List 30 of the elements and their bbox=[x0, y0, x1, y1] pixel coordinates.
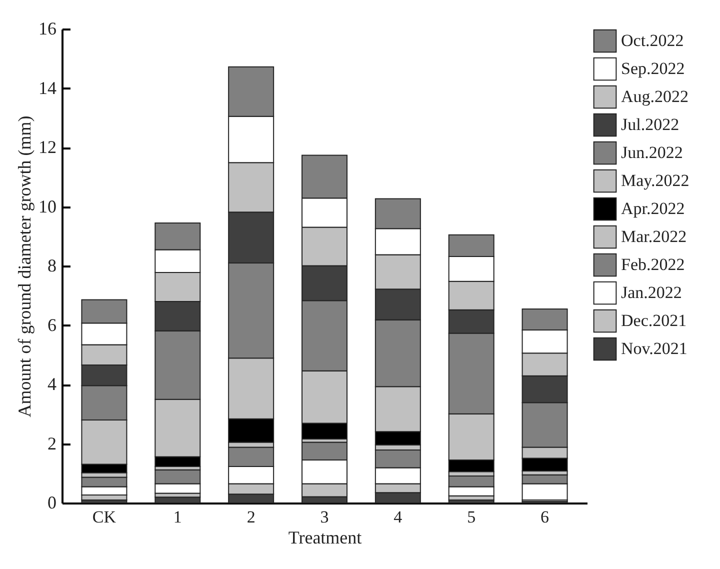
legend-label: Nov.2021 bbox=[621, 339, 688, 358]
legend-label: Oct.2022 bbox=[621, 31, 684, 50]
x-tick-label: 1 bbox=[173, 508, 182, 526]
y-tick-label: 4 bbox=[48, 374, 56, 394]
x-tick-label: 6 bbox=[540, 508, 550, 526]
y-tick-label: 6 bbox=[48, 314, 56, 335]
y-tick-label: 12 bbox=[38, 137, 56, 157]
legend-label: Jan.2022 bbox=[621, 283, 682, 302]
x-tick-label: 2 bbox=[246, 508, 256, 526]
legend-label: Mar.2022 bbox=[621, 227, 687, 246]
y-tick-label: 14 bbox=[38, 78, 56, 98]
x-tick-label: 4 bbox=[394, 508, 403, 526]
y-tick-label: 2 bbox=[48, 433, 56, 454]
y-tick-label: 10 bbox=[38, 196, 56, 216]
legend-label: Feb.2022 bbox=[621, 255, 685, 274]
legend-label: May.2022 bbox=[621, 171, 690, 190]
legend-label: Sep.2022 bbox=[621, 59, 685, 78]
y-axis-title: Amount of ground diameter growth (mm) bbox=[14, 116, 34, 418]
x-tick-label: CK bbox=[92, 508, 117, 526]
x-tick-label: 3 bbox=[320, 508, 329, 526]
legend-label: Apr.2022 bbox=[621, 199, 685, 218]
y-tick-label: 0 bbox=[48, 492, 56, 512]
x-tick-label: 5 bbox=[467, 508, 476, 526]
y-tick-label: 8 bbox=[48, 256, 56, 276]
legend-label: Jun.2022 bbox=[621, 143, 683, 162]
legend-label: Aug.2022 bbox=[621, 87, 689, 106]
legend-label: Dec.2021 bbox=[621, 311, 687, 330]
legend-label: Jul.2022 bbox=[621, 115, 680, 134]
y-tick-label: 16 bbox=[38, 18, 56, 38]
x-axis-title: Treatment bbox=[288, 528, 362, 548]
